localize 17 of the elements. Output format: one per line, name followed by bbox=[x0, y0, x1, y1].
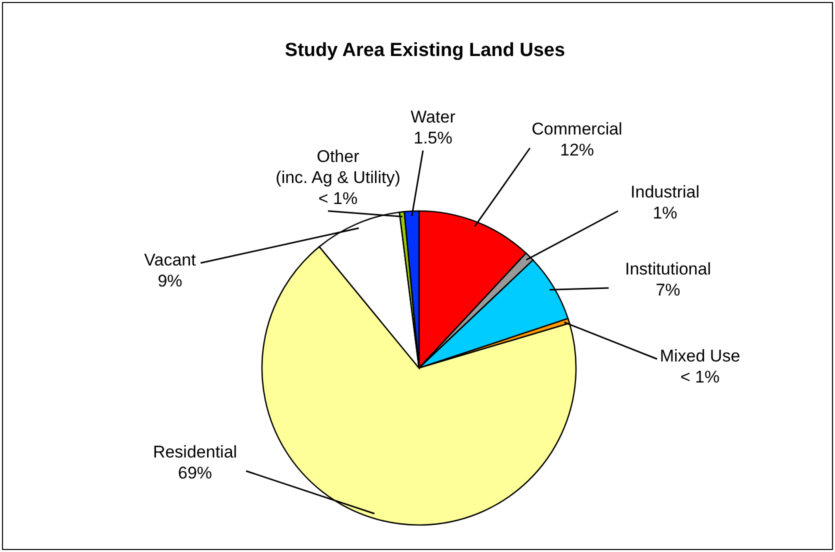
data-label: 69% bbox=[178, 464, 212, 482]
slice-label: Institutional bbox=[625, 260, 711, 278]
slice-label: Water bbox=[410, 108, 456, 126]
data-label: < 1% bbox=[318, 189, 358, 208]
data-label: 12% bbox=[560, 140, 594, 160]
data-label: < 1% bbox=[680, 368, 720, 386]
slice-label: Commercial bbox=[532, 120, 622, 138]
slice-label: Other (inc. Ag & Utility) bbox=[276, 147, 400, 187]
data-label: 1.5% bbox=[414, 128, 452, 148]
slice-label: Mixed Use bbox=[660, 346, 740, 366]
slice-label: Industrial bbox=[630, 182, 700, 202]
data-label: 9% bbox=[158, 272, 182, 290]
data-label: 1% bbox=[652, 204, 678, 222]
chart-title: Study Area Existing Land Uses bbox=[284, 40, 566, 61]
slice-label: Residential bbox=[152, 442, 238, 462]
data-label: 7% bbox=[656, 280, 680, 300]
slice-label: Vacant bbox=[144, 250, 196, 270]
